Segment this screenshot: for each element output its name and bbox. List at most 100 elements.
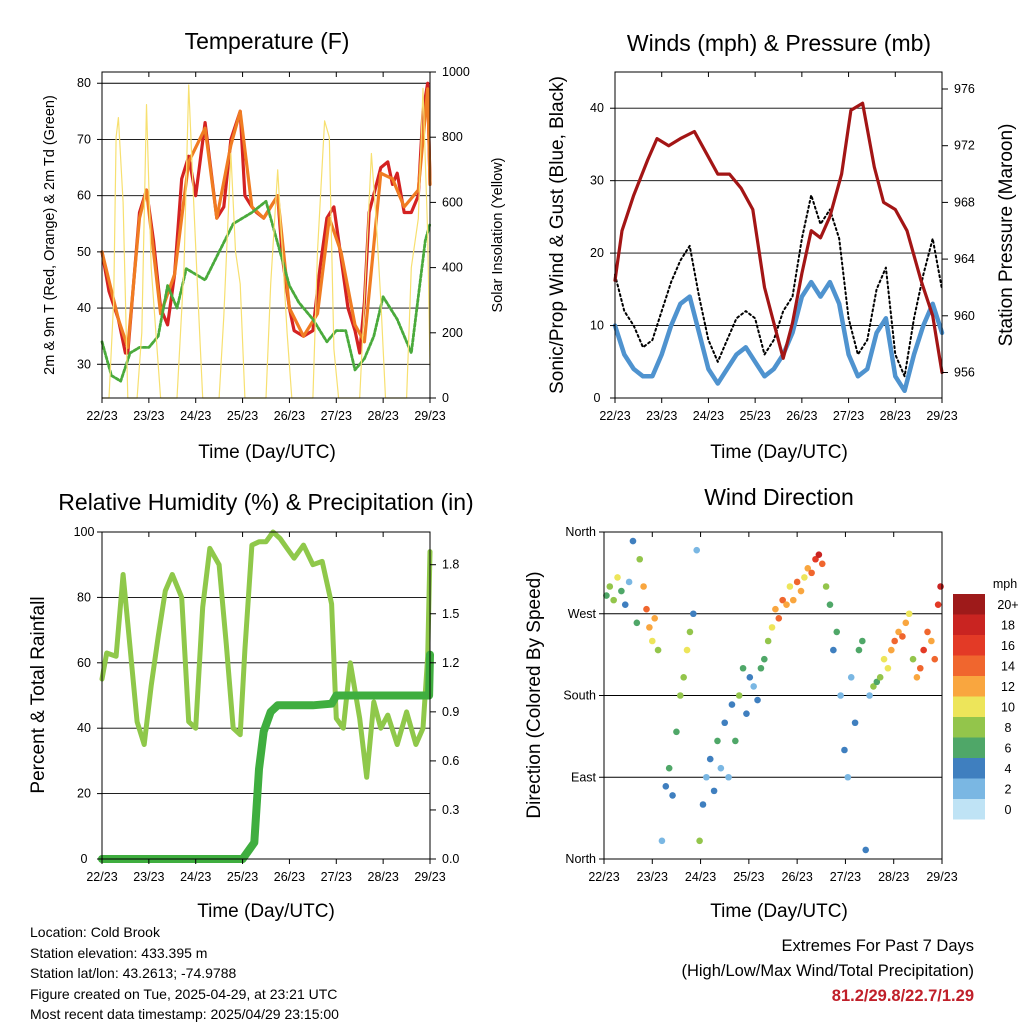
direction-point: [754, 696, 761, 704]
direction-point: [721, 719, 729, 727]
created-text: Figure created on Tue, 2025-04-29, at 23…: [30, 985, 338, 1002]
direction-point: [920, 646, 927, 654]
direction-point: [703, 773, 710, 781]
y2-tick-label: 0.6: [442, 754, 459, 768]
legend-label: 18: [1001, 619, 1015, 633]
direction-point: [916, 664, 924, 672]
direction-point: [603, 592, 610, 599]
chart-panel-2: 22/23 23/23 24/23 25/23 26/23 27/23 28/23 29/23…: [547, 30, 1017, 463]
x-tick-label: 27/23: [321, 409, 352, 423]
x-axis-label: Time (Day/UTC): [710, 901, 848, 922]
y2-tick-label: 960: [954, 309, 975, 323]
y-tick-label: 40: [77, 721, 91, 735]
y-tick-label: North: [565, 852, 596, 866]
x-tick-label: 25/23: [227, 409, 258, 423]
y-axis-label: Direction (Colored By Speed): [524, 571, 545, 818]
y2-tick-label: 976: [954, 82, 975, 96]
x-tick-label: 23/23: [133, 409, 164, 423]
x-axis-label: Time (Day/UTC): [198, 442, 336, 463]
series-wind: [612, 279, 945, 394]
plot-frame: [614, 71, 943, 399]
direction-point: [676, 692, 684, 699]
plot-frame: [101, 531, 431, 860]
y2-tick-label: 0.3: [442, 803, 459, 817]
direction-point: [625, 578, 633, 586]
x-tick-label: 29/23: [926, 409, 957, 423]
chart-title: Relative Humidity (%) & Precipitation (i…: [58, 489, 473, 515]
x-tick-label: 28/23: [368, 409, 399, 423]
direction-point: [658, 837, 666, 845]
x-tick-label: 24/23: [180, 409, 211, 423]
x-tick-label: 29/23: [414, 409, 445, 423]
y-tick-label: 100: [74, 525, 95, 539]
legend-swatch: [953, 655, 985, 676]
direction-point: [891, 637, 898, 645]
y2-axis-label: Station Pressure (Maroon): [996, 124, 1017, 347]
legend-swatch: [953, 717, 985, 738]
x-tick-label: 27/23: [833, 409, 864, 423]
direction-point: [728, 701, 736, 708]
y2-tick-label: 1.8: [442, 558, 459, 572]
y-tick-label: 30: [77, 357, 91, 371]
y2-tick-label: 200: [442, 326, 463, 340]
y-tick-label: East: [571, 770, 597, 784]
legend-label: 2: [1005, 783, 1012, 797]
y-tick-label: 60: [77, 189, 91, 203]
legend-swatch: [953, 799, 985, 820]
direction-point: [866, 692, 873, 699]
direction-point: [833, 628, 841, 636]
extremes-subtitle: (High/Low/Max Wind/Total Precipitation): [681, 962, 974, 980]
direction-point: [648, 637, 656, 645]
chart-panel-4: mph 20+ 18 16 14 12 10 8 6 4 2 0 22/23 23/23 24/23 25/2…: [524, 484, 1019, 922]
direction-point: [818, 560, 826, 568]
direction-point: [643, 605, 650, 613]
direction-point: [851, 719, 859, 727]
extremes-title: Extremes For Past 7 Days: [781, 937, 974, 955]
direction-point: [680, 674, 687, 681]
x-tick-label: 22/23: [86, 870, 117, 884]
x-tick-label: 23/23: [133, 870, 164, 884]
latlon-text: Station lat/lon: 43.2613; -74.9788: [30, 965, 237, 981]
direction-point: [757, 664, 765, 672]
y-tick-label: 10: [590, 319, 604, 333]
direction-point: [706, 755, 714, 763]
direction-point: [714, 737, 721, 745]
extremes-box: Extremes For Past 7 Days (High/Low/Max W…: [681, 934, 974, 1009]
direction-point: [750, 683, 757, 690]
direction-point: [610, 596, 617, 604]
legend-swatch: [953, 635, 985, 656]
y2-axis-label: Solar Insolation (Yellow): [490, 157, 506, 312]
direction-point: [710, 787, 718, 795]
x-tick-label: 24/23: [685, 870, 716, 884]
y2-tick-label: 0.0: [442, 852, 459, 866]
direction-point: [690, 610, 697, 618]
direction-point: [895, 628, 902, 636]
series-t9m: [100, 87, 432, 349]
station-info: Location: Cold Brook Station elevation: …: [30, 922, 339, 1025]
y-tick-label: 70: [77, 132, 91, 146]
legend-label: 20+: [997, 598, 1018, 612]
y2-tick-label: 972: [954, 139, 975, 153]
x-tick-label: 23/23: [646, 409, 677, 423]
chart-title: Wind Direction: [704, 484, 854, 510]
direction-point: [743, 710, 750, 717]
direction-point: [683, 646, 691, 654]
x-tick-label: 22/23: [599, 409, 630, 423]
direction-point: [693, 546, 701, 554]
direction-point: [931, 655, 939, 663]
direction-point: [909, 655, 917, 663]
x-tick-label: 26/23: [782, 870, 813, 884]
legend-swatch: [953, 758, 985, 779]
series-gust: [614, 194, 943, 378]
y-tick-label: 30: [590, 174, 604, 188]
direction-point: [779, 596, 786, 604]
legend-label: 6: [1005, 742, 1012, 756]
y-axis-label: 2m & 9m T (Red, Orange) & 2m Td (Green): [42, 95, 58, 375]
direction-point: [797, 587, 805, 595]
y2-tick-label: 1.2: [442, 656, 459, 670]
direction-point: [888, 646, 895, 654]
legend-swatch: [953, 676, 985, 697]
direction-point: [928, 637, 935, 645]
x-tick-label: 24/23: [693, 409, 724, 423]
